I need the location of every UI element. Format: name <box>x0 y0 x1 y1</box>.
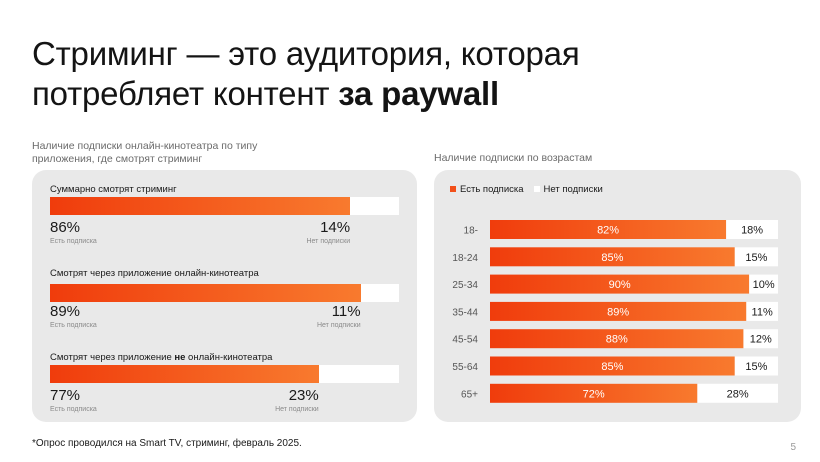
bar-no-label: 11% <box>752 306 773 318</box>
age-tick-label: 45-54 <box>452 335 478 346</box>
age-chart-legend: Есть подписка Нет подписки <box>450 184 603 195</box>
no-caption-cinema-app: Нет подписки <box>316 322 361 329</box>
page-number: 5 <box>790 442 796 453</box>
footnote: *Опрос проводился на Smart TV, стриминг,… <box>32 438 302 449</box>
bar-no-label: 18% <box>741 225 763 237</box>
app-type-chart-panel: Суммарно смотрят стриминг 86% Есть подпи… <box>32 170 417 422</box>
bar-track-cinema-app <box>50 284 399 302</box>
yes-value-cinema-app: 89% <box>50 303 81 320</box>
bar-no <box>697 383 778 403</box>
yes-caption-cinema-app: Есть подписка <box>50 322 97 329</box>
bar-no <box>743 329 778 349</box>
group-label-non-cinema-part2: онлайн-кинотеатра <box>185 352 273 363</box>
bar-fill-cinema-app <box>50 284 361 302</box>
group-label-non-cinema-bold: не <box>174 352 186 363</box>
bar-no <box>726 220 778 239</box>
yes-caption-non-cinema-app: Есть подписка <box>50 406 97 413</box>
bar-yes-label: 89% <box>607 306 629 318</box>
bar-no-label: 15% <box>745 361 767 373</box>
group-label-non-cinema-part1: Смотрят через приложение <box>50 352 175 363</box>
title-line-2: потребляет контент <box>32 75 339 112</box>
bar-yes <box>490 220 727 239</box>
bar-yes <box>490 247 735 267</box>
bar-yes-label: 72% <box>583 388 605 400</box>
bar-no <box>749 274 778 294</box>
title-line-1: Стриминг — это аудитория, которая <box>32 35 580 72</box>
legend-label-no: Нет подписки <box>543 184 603 195</box>
legend-swatch-yes <box>450 186 456 193</box>
bar-yes-label: 85% <box>601 361 623 373</box>
right-chart-subtitle: Наличие подписки по возрастам <box>434 152 593 164</box>
yes-value-total: 86% <box>50 219 81 236</box>
age-bar-chart: 18- 82% 18% 18-24 85% 15% 25-34 90% 10% 35-44 89% 1… <box>452 220 778 403</box>
legend-label-yes: Есть подписка <box>460 184 524 195</box>
bar-yes <box>490 383 698 403</box>
age-tick-label: 25-34 <box>452 280 478 291</box>
bar-no-label: 10% <box>753 279 775 291</box>
age-tick-label: 18-24 <box>452 253 478 264</box>
age-tick-label: 18- <box>464 226 478 237</box>
slide-title: Стриминг — это аудитория, которая потреб… <box>32 34 580 114</box>
legend-item-no: Нет подписки <box>533 184 603 195</box>
bar-yes <box>490 274 750 294</box>
bar-no-label: 28% <box>727 388 749 400</box>
age-tick-label: 55-64 <box>452 362 478 373</box>
bar-track-total <box>50 197 399 215</box>
bar-no <box>734 356 778 376</box>
group-label-non-cinema-app: Смотрят через приложение не онлайн-кинот… <box>50 352 272 363</box>
no-value-cinema-app: 11% <box>331 303 361 320</box>
no-caption-total: Нет подписки <box>306 238 351 245</box>
yes-caption-total: Есть подписка <box>50 238 97 245</box>
no-value-total: 14% <box>320 219 351 236</box>
no-value-non-cinema-app: 23% <box>288 387 319 404</box>
bar-yes <box>490 356 735 376</box>
bar-yes-label: 82% <box>597 225 619 237</box>
left-chart-subtitle: Наличие подписки онлайн-кинотеатра по ти… <box>32 140 258 165</box>
bar-no-label: 15% <box>745 252 767 264</box>
age-tick-label: 35-44 <box>452 307 478 318</box>
bar-no-label: 12% <box>750 334 772 346</box>
bar-yes-label: 90% <box>609 279 631 291</box>
bar-fill-total <box>50 197 351 215</box>
bar-fill-non-cinema-app <box>50 365 319 383</box>
bar-yes <box>490 329 744 349</box>
bar-no <box>746 301 778 321</box>
group-label-total: Суммарно смотрят стриминг <box>50 184 177 195</box>
no-caption-non-cinema-app: Нет подписки <box>275 406 319 413</box>
bar-yes-label: 85% <box>601 252 623 264</box>
age-chart-panel: Есть подписка Нет подписки 18- 82% 18% 18-2… <box>434 170 801 422</box>
age-tick-label: 65+ <box>461 389 478 400</box>
group-label-cinema-app: Смотрят через приложение онлайн-кинотеат… <box>50 268 259 279</box>
bar-yes <box>490 301 747 321</box>
title-bold: за paywall <box>338 75 499 112</box>
bar-track-non-cinema-app <box>50 365 399 383</box>
yes-value-non-cinema-app: 77% <box>50 387 81 404</box>
legend-swatch-no <box>533 186 540 193</box>
bar-yes-label: 88% <box>606 334 628 346</box>
legend-item-yes: Есть подписка <box>450 184 524 195</box>
bar-no <box>734 247 778 267</box>
